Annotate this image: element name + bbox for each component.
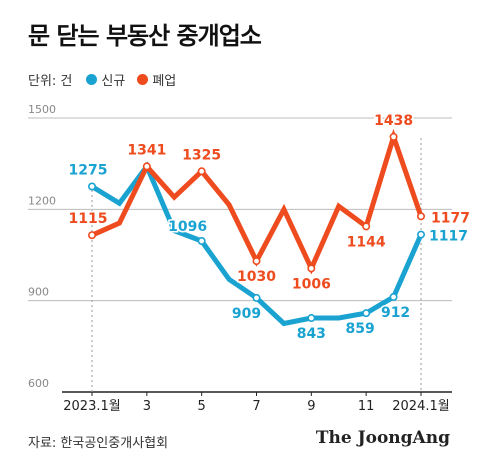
legend-label-closed: 폐업 xyxy=(152,74,177,89)
brand-logo: The JoongAng xyxy=(315,428,450,448)
point-closed-4 xyxy=(197,167,206,176)
x-tick-label-10: 11 xyxy=(358,399,375,414)
point-closed-10 xyxy=(362,222,371,231)
unit-label: 단위: 건 xyxy=(28,74,73,89)
data-label-new-11: 912 xyxy=(381,305,410,321)
data-label-closed-11: 1438 xyxy=(374,113,413,129)
data-label-closed-2: 1341 xyxy=(127,142,166,158)
y-tick-label-900: 900 xyxy=(28,286,49,299)
point-new-4 xyxy=(197,236,206,245)
data-label-closed-4: 1325 xyxy=(182,147,221,163)
legend-item-closed: 폐업 xyxy=(137,70,176,89)
point-closed-6 xyxy=(252,257,261,266)
data-label-new-0: 1275 xyxy=(69,163,108,179)
y-tick-label-600: 600 xyxy=(28,377,49,390)
y-tick-label-1200: 1200 xyxy=(28,194,56,207)
point-new-10 xyxy=(362,309,371,318)
legend-swatch-new xyxy=(86,74,98,85)
data-label-closed-6: 1030 xyxy=(237,269,276,285)
x-tick-label-6: 7 xyxy=(252,399,260,414)
x-tick-label-8: 9 xyxy=(307,399,315,414)
y-tick-label-1500: 1500 xyxy=(28,103,56,116)
data-label-new-6: 909 xyxy=(232,306,261,322)
point-closed-12 xyxy=(416,212,425,221)
point-closed-2 xyxy=(142,162,151,171)
legend-item-new: 신규 xyxy=(86,70,125,89)
data-label-new-4: 1096 xyxy=(168,219,207,235)
x-tick-label-0: 2023.1월 xyxy=(63,399,120,414)
x-tick-label-12: 2024.1월 xyxy=(392,399,449,414)
legend-swatch-closed xyxy=(137,74,149,85)
point-new-6 xyxy=(252,293,261,302)
x-tick-label-4: 5 xyxy=(198,399,206,414)
point-new-12 xyxy=(416,230,425,239)
point-closed-0 xyxy=(88,231,97,240)
data-label-new-10: 859 xyxy=(346,321,375,337)
data-label-new-8: 843 xyxy=(297,326,326,342)
point-closed-8 xyxy=(307,264,316,273)
data-label-closed-8: 1006 xyxy=(292,276,331,292)
data-label-closed-10: 1144 xyxy=(347,234,386,250)
legend: 단위: 건 신규 폐업 xyxy=(28,70,188,89)
x-tick-label-2: 3 xyxy=(143,399,151,414)
data-label-new-12: 1117 xyxy=(429,229,468,245)
point-closed-11 xyxy=(389,132,398,141)
source-note: 자료: 한국공인중개사협회 xyxy=(28,436,169,451)
point-new-0 xyxy=(88,182,97,191)
chart-title: 문 닫는 부동산 중개업소 xyxy=(28,22,262,50)
legend-label-new: 신규 xyxy=(101,74,126,89)
point-new-11 xyxy=(389,293,398,302)
data-label-closed-0: 1115 xyxy=(69,211,108,227)
data-label-closed-12: 1177 xyxy=(431,210,470,226)
point-new-8 xyxy=(307,314,316,323)
